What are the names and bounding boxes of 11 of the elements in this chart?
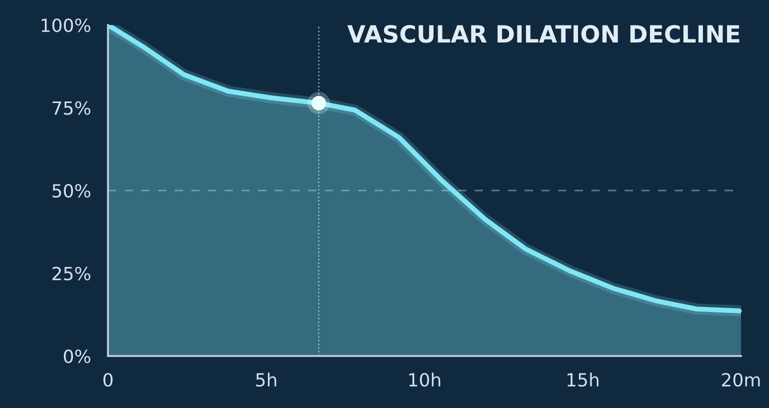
y-tick-label: 0% bbox=[64, 349, 90, 364]
chart-title: VASCULAR DILATION DECLINE bbox=[347, 24, 740, 43]
x-tick-label: 5h bbox=[256, 372, 276, 387]
x-tick-label: 15h bbox=[568, 372, 598, 387]
x-tick-label: 0 bbox=[103, 372, 113, 387]
y-tick-label: 25% bbox=[52, 266, 90, 280]
y-tick-label: 100% bbox=[42, 18, 90, 32]
y-tick-label: 75% bbox=[52, 101, 90, 115]
y-tick-label: 50% bbox=[52, 184, 90, 198]
x-tick-label: 10h bbox=[409, 372, 440, 387]
x-tick-label: 20m bbox=[722, 372, 760, 387]
